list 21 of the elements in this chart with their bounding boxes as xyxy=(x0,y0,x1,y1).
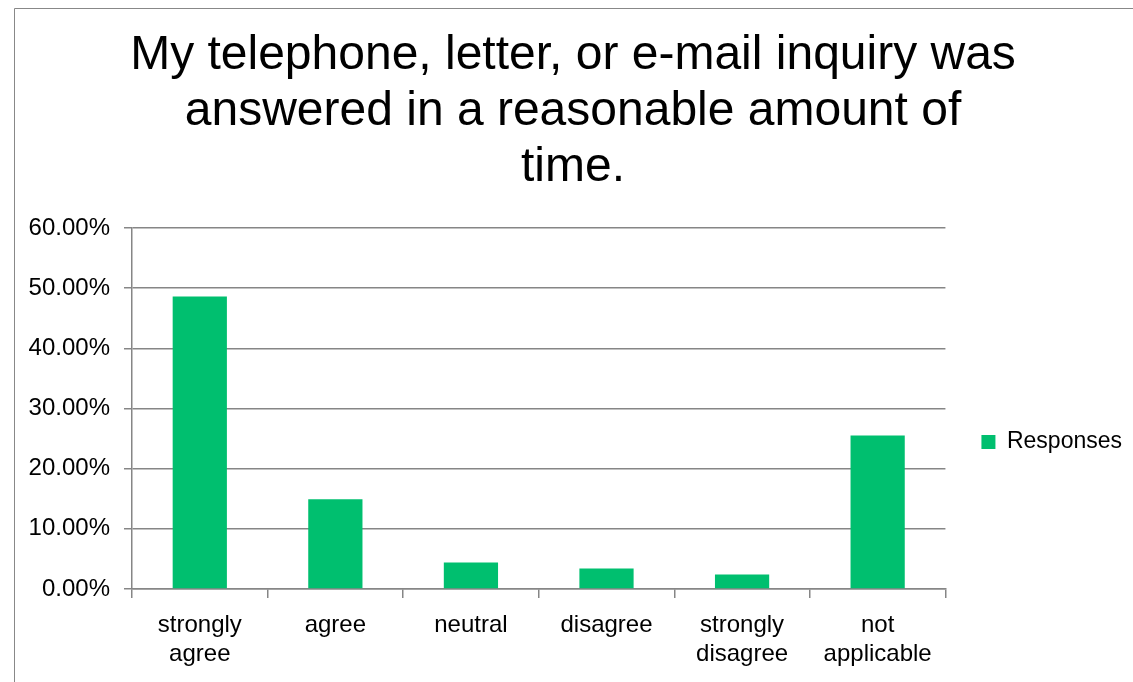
bar xyxy=(308,499,363,589)
y-tick-label: 50.00% xyxy=(28,272,110,300)
bar xyxy=(714,574,770,589)
y-tick-label: 40.00% xyxy=(28,332,110,360)
bar xyxy=(172,296,227,589)
legend-label: Responses xyxy=(1006,427,1123,454)
bar xyxy=(443,562,499,589)
bar xyxy=(579,568,634,589)
x-tick-label: not applicable xyxy=(823,610,932,666)
x-tick-label: strongly agree xyxy=(157,610,242,666)
y-tick-label: 60.00% xyxy=(28,212,110,240)
y-tick-label: 30.00% xyxy=(28,393,110,421)
x-tick-label: strongly disagree xyxy=(696,610,789,666)
y-tick-label: 10.00% xyxy=(28,513,110,541)
x-tick-label: agree xyxy=(304,610,367,638)
y-tick-label: 0.00% xyxy=(41,573,110,601)
chart-title: My telephone, letter, or e-mail inquiry was answered in a reasonable amount of time. xyxy=(130,26,1016,192)
bar xyxy=(850,435,905,589)
x-tick-label: neutral xyxy=(434,610,508,638)
x-tick-label: disagree xyxy=(560,610,653,638)
y-tick-label: 20.00% xyxy=(28,453,110,481)
